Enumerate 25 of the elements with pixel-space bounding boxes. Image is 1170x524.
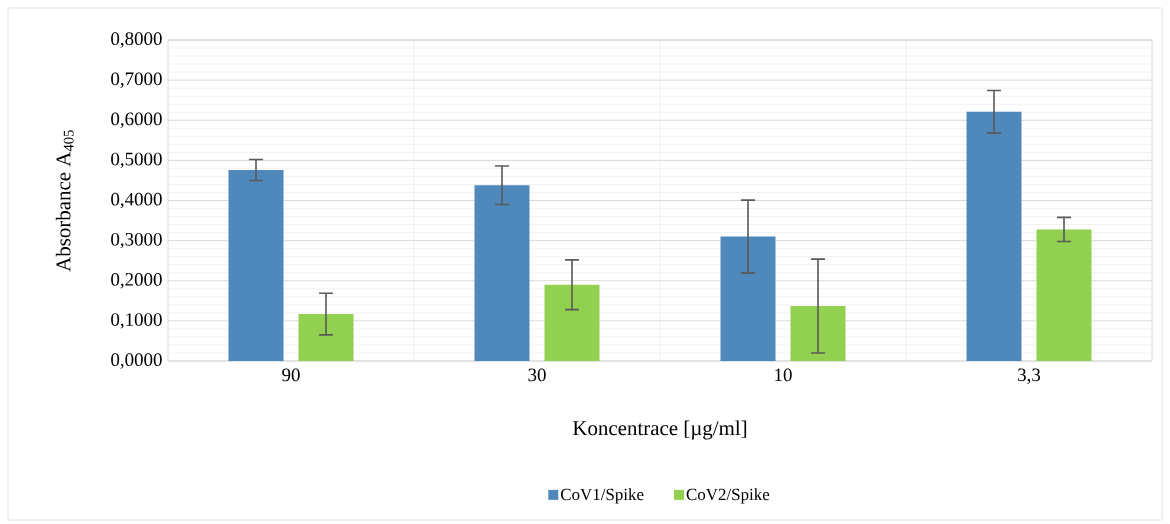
y-tick-label: 0,2000 — [111, 273, 162, 289]
y-axis-title: Absorbance A$_{405}$ — [55, 130, 74, 272]
bar — [228, 170, 284, 361]
bar — [1036, 229, 1092, 361]
bar — [544, 284, 600, 361]
x-tick-label: 3,3 — [1018, 368, 1041, 384]
y-tick-label: 0,7000 — [111, 72, 162, 88]
y-tick-label: 0,5000 — [111, 152, 162, 169]
bar — [966, 111, 1022, 361]
legend-label: CoV1/Spike — [560, 488, 644, 504]
x-tick-label: 10 — [775, 368, 792, 382]
y-tick-label: 0,0000 — [111, 353, 162, 369]
x-tick-label: 30 — [528, 368, 546, 382]
bar — [790, 306, 846, 361]
x-tick-label: 90 — [282, 368, 300, 382]
bar — [298, 314, 354, 361]
y-tick-label: 0,3000 — [111, 232, 162, 249]
bar — [474, 185, 530, 361]
x-axis-title: Koncentrace [µg/ml] — [572, 420, 747, 440]
bar — [720, 236, 776, 361]
y-tick-label: 0,6000 — [111, 112, 162, 128]
y-tick-label: 0,8000 — [111, 32, 162, 48]
y-tick-label: 0,1000 — [111, 313, 162, 329]
y-tick-label: 0,4000 — [111, 192, 162, 209]
legend-label: CoV2/Spike — [686, 488, 770, 504]
